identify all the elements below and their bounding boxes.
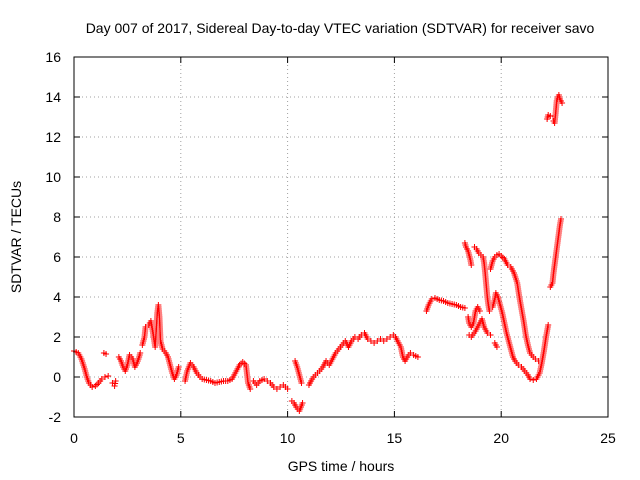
data-point	[264, 378, 271, 384]
data-points	[71, 92, 566, 414]
y-tick-label: 4	[53, 289, 61, 305]
y-tick-label: 16	[45, 49, 61, 65]
y-tick-label: -2	[49, 409, 62, 425]
data-point	[298, 380, 305, 386]
data-point	[89, 384, 96, 390]
data-point	[273, 386, 280, 392]
data-point	[175, 364, 182, 370]
y-tick-label: 0	[53, 369, 61, 385]
data-point	[461, 305, 468, 311]
data-point	[428, 296, 435, 302]
x-tick-label: 15	[387, 430, 403, 446]
data-point	[247, 386, 254, 392]
data-point	[380, 338, 387, 344]
data-point	[299, 400, 306, 406]
data-point	[261, 376, 268, 382]
data-point	[377, 336, 384, 342]
data-point	[277, 384, 284, 390]
x-tick-label: 10	[280, 430, 296, 446]
data-point	[383, 336, 390, 342]
chart-title: Day 007 of 2017, Sidereal Day-to-day VTE…	[86, 20, 595, 36]
data-point	[105, 373, 112, 379]
grid-lines	[74, 57, 608, 417]
data-point	[515, 362, 522, 368]
data-point	[371, 340, 378, 346]
data-point	[493, 344, 500, 350]
data-point	[137, 350, 144, 356]
y-tick-label: 14	[45, 89, 61, 105]
data-point	[364, 336, 371, 342]
data-point	[545, 322, 552, 328]
data-point	[98, 376, 105, 382]
data-point	[532, 356, 539, 362]
axis-ticks	[73, 56, 609, 418]
x-tick-label: 5	[177, 430, 185, 446]
data-point	[112, 378, 119, 384]
data-point	[374, 338, 381, 344]
y-tick-label: 8	[53, 209, 61, 225]
data-point	[484, 330, 491, 336]
data-point	[487, 332, 494, 338]
y-axis-label: SDTVAR / TECUs	[8, 181, 24, 293]
data-point	[284, 386, 291, 392]
data-point	[407, 350, 414, 356]
data-point	[476, 308, 483, 314]
data-point	[387, 334, 394, 340]
data-point	[367, 338, 374, 344]
data-point	[468, 262, 475, 268]
x-tick-label: 25	[600, 430, 616, 446]
y-tick-label: 12	[45, 129, 61, 145]
y-tick-label: 10	[45, 169, 61, 185]
y-tick-label: 6	[53, 249, 61, 265]
data-point	[486, 308, 493, 314]
data-point	[530, 377, 537, 383]
data-point	[527, 376, 534, 382]
tick-labels: 0 5 10 15 20 25 -2 0 2 4 6 8 10 12 14 16	[45, 49, 616, 446]
x-axis-label: GPS time / hours	[288, 458, 395, 474]
data-point	[559, 100, 566, 106]
x-tick-label: 0	[70, 430, 78, 446]
data-point	[101, 374, 108, 380]
data-point	[504, 262, 511, 268]
data-point	[103, 351, 110, 357]
data-point	[558, 216, 565, 222]
data-point	[414, 354, 421, 360]
data-point	[270, 384, 277, 390]
data-point	[142, 324, 149, 330]
data-point	[547, 113, 554, 119]
plot-frame	[73, 56, 609, 418]
y-tick-label: 2	[53, 329, 61, 345]
x-tick-label: 20	[493, 430, 509, 446]
